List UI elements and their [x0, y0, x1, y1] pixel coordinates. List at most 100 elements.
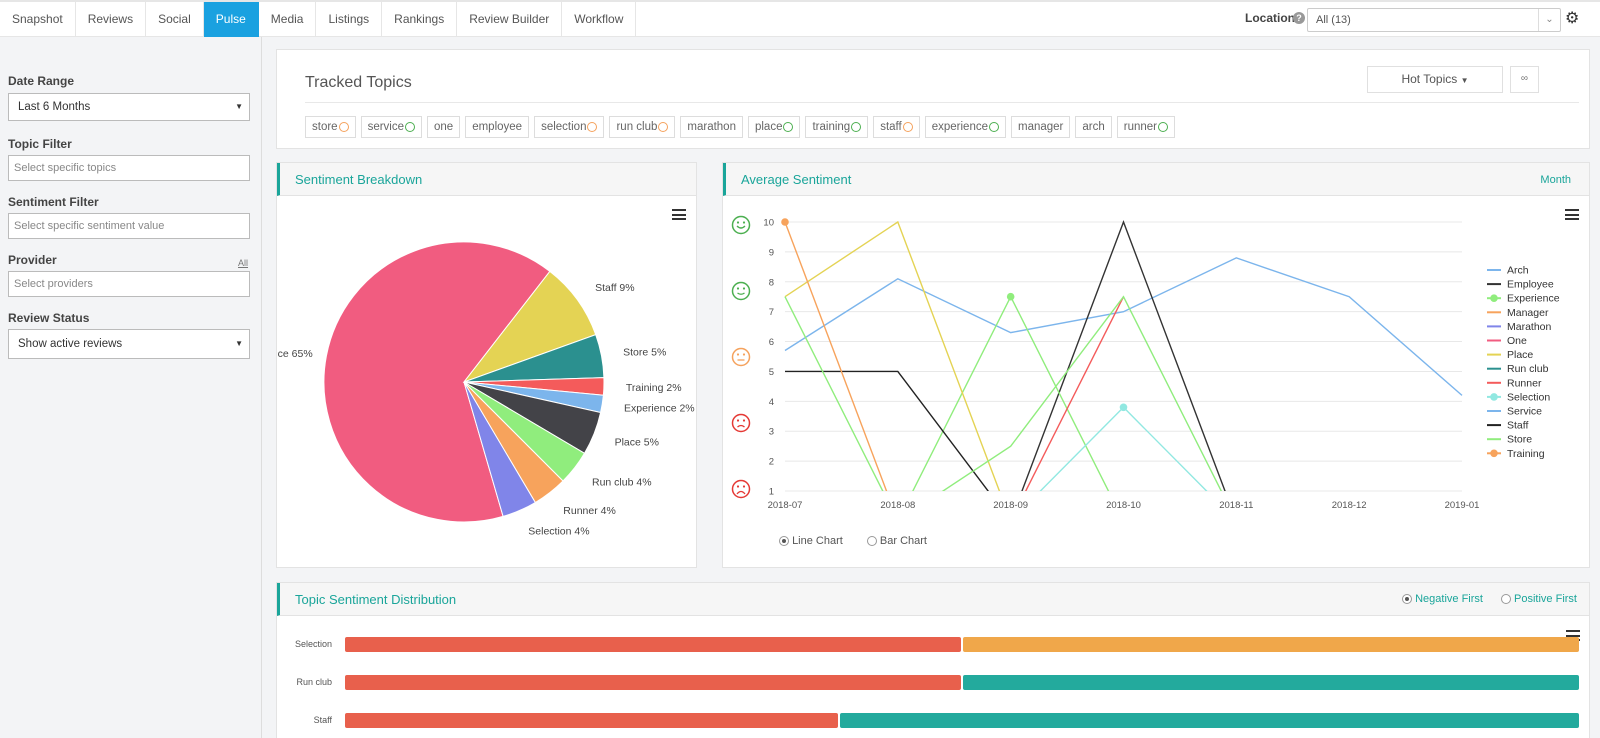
legend-item-staff[interactable]: Staff — [1487, 420, 1528, 432]
legend-label: Training — [1507, 448, 1545, 460]
topic-tag-experience[interactable]: experience — [924, 116, 1006, 138]
legend-item-runner[interactable]: Runner — [1487, 377, 1542, 389]
review-status-value: Show active reviews — [18, 338, 123, 350]
tab-media[interactable]: Media — [259, 2, 317, 37]
tab-social[interactable]: Social — [146, 2, 204, 37]
positive-icon — [731, 281, 751, 301]
tab-snapshot[interactable]: Snapshot — [0, 2, 76, 37]
legend-item-one[interactable]: One — [1487, 335, 1527, 347]
series-line-arch[interactable] — [784, 257, 1463, 396]
pie-slice-service[interactable] — [323, 241, 551, 523]
legend-item-run-club[interactable]: Run club — [1487, 363, 1549, 375]
tab-listings[interactable]: Listings — [316, 2, 383, 37]
pie-slice-staff[interactable] — [462, 270, 597, 384]
series-line-employee[interactable] — [1011, 220, 1237, 521]
remaining-bar[interactable] — [840, 713, 1579, 728]
legend-item-service[interactable]: Service — [1487, 406, 1542, 418]
provider-all-link[interactable]: All — [238, 258, 249, 268]
topic-filter-label: Topic Filter — [8, 137, 72, 151]
legend-label: Run club — [1507, 363, 1549, 375]
tab-pulse[interactable]: Pulse — [203, 2, 259, 37]
series-line-training[interactable] — [784, 221, 898, 521]
chart-menu-icon[interactable] — [1565, 209, 1579, 220]
topic-tag-manager[interactable]: manager — [1011, 116, 1071, 138]
tracked-topics-title: Tracked Topics — [305, 74, 412, 91]
topic-tag-staff[interactable]: staff — [873, 116, 920, 138]
tab-rankings[interactable]: Rankings — [382, 2, 458, 37]
series-line-store[interactable] — [784, 295, 1236, 521]
positive-first-option[interactable]: Positive First — [1500, 593, 1577, 605]
bar-chart-label: Bar Chart — [879, 535, 927, 547]
divider — [305, 102, 1579, 103]
pie-slice-selection[interactable] — [463, 381, 536, 518]
x-tick-label: 2018-12 — [1332, 500, 1367, 511]
tab-reviews[interactable]: Reviews — [76, 2, 147, 37]
caret-down-icon: ▼ — [235, 102, 243, 111]
y-tick-label: 4 — [769, 397, 774, 408]
sentiment-filter-input[interactable]: Select specific sentiment value — [8, 213, 250, 239]
negative-bar[interactable] — [345, 713, 838, 728]
legend-item-store[interactable]: Store — [1487, 434, 1532, 446]
x-tick-label: 2018-09 — [993, 500, 1028, 511]
topic-tag-store[interactable]: store — [305, 116, 356, 138]
topic-tag-label: service — [367, 121, 405, 133]
panel-header: Average Sentiment Month — [723, 163, 1589, 196]
legend-item-manager[interactable]: Manager — [1487, 307, 1549, 319]
smiley-neutral-icon — [902, 122, 913, 132]
smiley-neutral-icon — [658, 122, 669, 132]
legend-item-employee[interactable]: Employee — [1487, 279, 1554, 291]
remaining-bar[interactable] — [963, 637, 1579, 652]
hot-topics-button[interactable]: Hot Topics ▼ — [1367, 66, 1503, 93]
legend-item-training[interactable]: Training — [1487, 448, 1545, 460]
series-line-experience[interactable] — [898, 295, 1124, 521]
more-button[interactable]: ∞ — [1510, 66, 1539, 93]
topic-tag-place[interactable]: place — [747, 116, 801, 138]
sentiment-breakdown-title: Sentiment Breakdown — [295, 172, 423, 187]
location-select[interactable]: All (13) ⌄ — [1307, 8, 1561, 32]
y-tick-label: 3 — [769, 427, 774, 438]
topic-tag-run-club[interactable]: run club — [609, 116, 676, 138]
distribution-label: Selection — [294, 639, 332, 649]
series-point-experience[interactable] — [1006, 292, 1015, 301]
topic-tag-training[interactable]: training — [805, 116, 869, 138]
series-line-runner[interactable] — [1011, 296, 1125, 521]
date-range-select[interactable]: Last 6 Months ▼ — [8, 93, 250, 121]
period-toggle[interactable]: Month — [1540, 174, 1571, 186]
panel-header: Sentiment Breakdown — [277, 163, 696, 196]
negative-first-option[interactable]: Negative First — [1402, 593, 1483, 605]
topic-tag-one[interactable]: one — [427, 116, 461, 138]
topic-tag-selection[interactable]: selection — [534, 116, 605, 138]
remaining-bar[interactable] — [963, 675, 1579, 690]
topic-tag-employee[interactable]: employee — [465, 116, 530, 138]
review-status-select[interactable]: Show active reviews ▼ — [8, 329, 250, 359]
series-line-place[interactable] — [784, 220, 1011, 521]
topic-distribution-title: Topic Sentiment Distribution — [295, 592, 457, 607]
provider-input[interactable]: Select providers — [8, 271, 250, 297]
legend-item-place[interactable]: Place — [1487, 349, 1533, 361]
legend-item-selection[interactable]: Selection — [1487, 391, 1550, 403]
topic-tag-marathon[interactable]: marathon — [680, 116, 743, 138]
gear-icon[interactable]: ⚙ — [1565, 10, 1580, 27]
legend-item-arch[interactable]: Arch — [1487, 265, 1529, 277]
legend-item-experience[interactable]: Experience — [1487, 293, 1560, 305]
series-line-staff[interactable] — [785, 370, 1011, 521]
provider-label: Provider — [8, 253, 57, 267]
negative-bar[interactable] — [345, 637, 961, 652]
pie-label-store: Store 5% — [623, 347, 666, 359]
distribution-label: Staff — [313, 715, 332, 725]
topic-tag-service[interactable]: service — [360, 116, 423, 138]
legend-item-marathon[interactable]: Marathon — [1487, 321, 1552, 333]
smiley-neutral-icon — [587, 122, 598, 132]
series-point-selection[interactable] — [1119, 403, 1128, 412]
help-icon[interactable]: ? — [1293, 12, 1305, 24]
bar-chart-option[interactable]: Bar Chart — [866, 535, 927, 547]
line-chart-option[interactable]: Line Chart — [779, 535, 843, 547]
topic-filter-input[interactable]: Select specific topics — [8, 155, 250, 181]
topic-tag-arch[interactable]: arch — [1075, 116, 1112, 138]
negative-bar[interactable] — [345, 675, 961, 690]
tab-review-builder[interactable]: Review Builder — [457, 2, 563, 37]
chart-menu-icon[interactable] — [672, 209, 686, 220]
topic-tag-runner[interactable]: runner — [1116, 116, 1176, 138]
tab-workflow[interactable]: Workflow — [562, 2, 637, 37]
series-point-training[interactable] — [781, 218, 789, 226]
